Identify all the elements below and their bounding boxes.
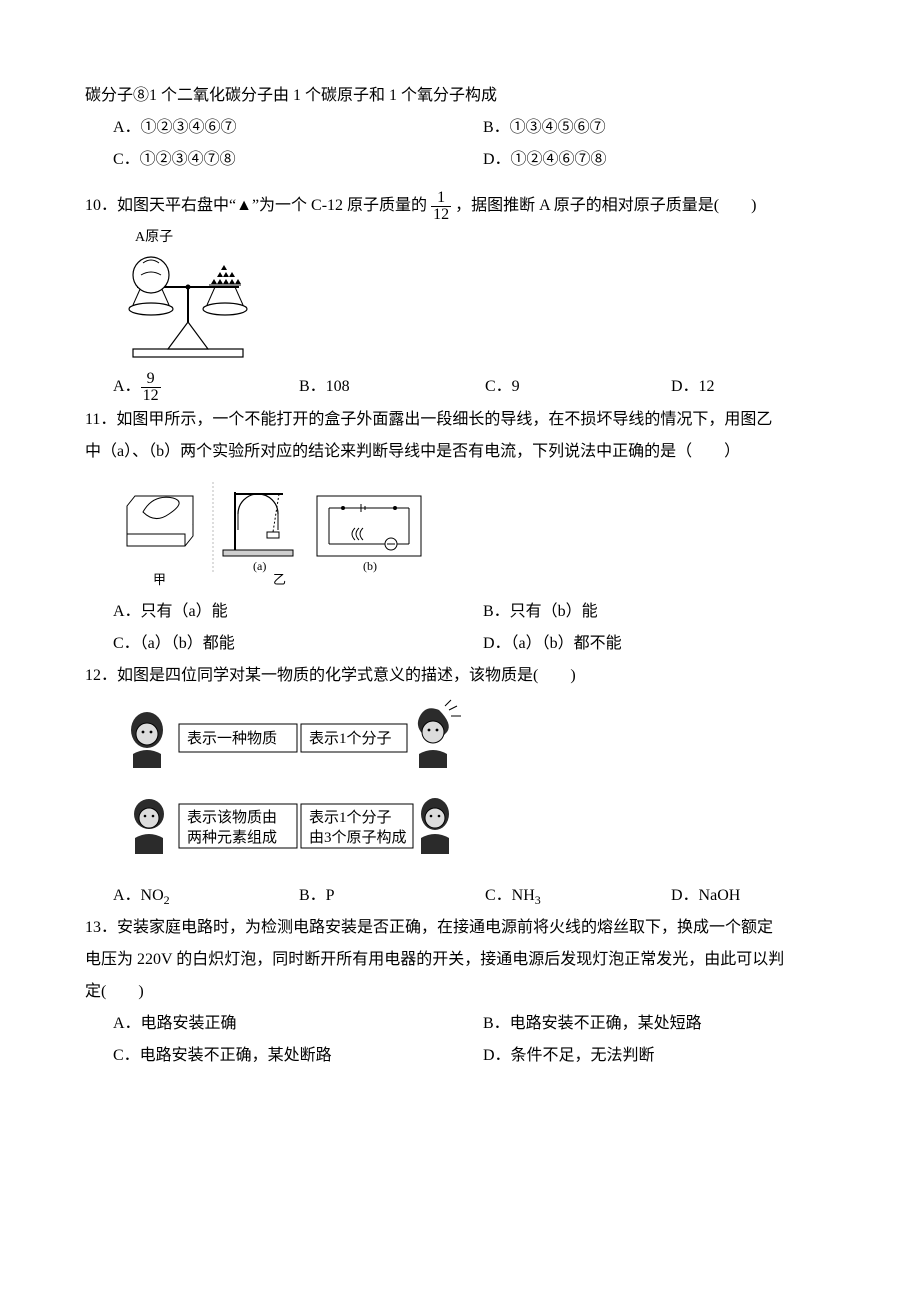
q10-opt-c: C．9 [485,371,671,404]
box-br-text1: 表示1个分子 [309,809,392,826]
q13-opt-d: D．条件不足，无法判断 [483,1040,655,1072]
q10-a-pre: A． [113,378,141,395]
student-tl [131,712,163,768]
b-frame [317,496,421,556]
balance-rstring1 [207,287,215,305]
q12-c-pre: C．NH [485,887,535,904]
q10-a-frac: 912 [141,371,161,404]
q13-opt-b: B．电路安装不正确，某处短路 [483,1008,702,1040]
q10-number: 10． [85,197,117,214]
q12-stem: 12．如图是四位同学对某一物质的化学式意义的描述，该物质是( ) [85,660,835,692]
q13-line2: 电压为 220V 的白炽灯泡，同时断开所有用电器的开关，接通电源后发现灯泡正常发… [85,944,835,976]
q12-text: 如图是四位同学对某一物质的化学式意义的描述，该物质是( ) [117,667,576,684]
box-tl-text: 表示一种物质 [187,730,277,747]
balance-label: A原子 [135,229,173,245]
q9-tail-text: 碳分子⑧1 个二氧化碳分子由 1 个碳原子和 1 个氧分子构成 [85,80,835,112]
a-label: (a) [253,559,266,573]
q13-line3: 定( ) [85,976,835,1008]
q13-opt-a: A．电路安装正确 [113,1008,483,1040]
q13-options-row1: A．电路安装正确 B．电路安装不正确，某处短路 [85,1008,835,1040]
box-br-text2: 由3个原子构成 [309,829,407,846]
box-bl-text2: 两种元素组成 [187,829,277,846]
balance-rstring2 [235,287,243,305]
q9-opt-b: B．①③④⑤⑥⑦ [483,112,606,144]
q12-a-sub: 2 [164,893,170,907]
q11-number: 11． [85,411,116,428]
q11-opt-a: A．只有（a）能 [113,596,483,628]
q11-figure: 甲 (a) 乙 (b) [113,472,835,592]
q10-fraction: 112 [431,190,451,223]
q9-opt-d: D．①②④⑥⑦⑧ [483,144,607,176]
balance-left-pan [129,303,173,315]
q11-text1: 如图甲所示，一个不能打开的盒子外面露出一段细长的导线，在不损坏导线的情况下，用图… [116,411,772,428]
q9-options-row1: A．①②③④⑥⑦ B．①③④⑤⑥⑦ [85,112,835,144]
q12-figure: 表示一种物质 表示1个分子 表示该物质由 两种元素组成 表示1个分子 由3个原子… [113,696,835,876]
balance-triangles [211,265,241,284]
q12-c-sub: 3 [535,893,541,907]
q10-a-den: 12 [141,388,161,404]
q13-opt-c: C．电路安装不正确，某处断路 [113,1040,483,1072]
q10-opt-a: A．912 [113,371,299,404]
q11-options-row2: C．（a）（b）都能 D．（a）（b）都不能 [85,628,835,660]
q10-text-pre: 如图天平右盘中“▲”为一个 C-12 原子质量的 [117,197,431,214]
q12-opt-a: A．NO2 [113,880,299,912]
yi-label: 乙 [273,572,286,587]
a-horseshoe [238,494,278,514]
q10-stem: 10．如图天平右盘中“▲”为一个 C-12 原子质量的 112 ，据图推断 A … [85,190,835,223]
q12-opt-c: C．NH3 [485,880,671,912]
q10-opt-d: D．12 [671,371,857,404]
balance-a-atom [133,257,169,293]
q13-text1: 安装家庭电路时，为检测电路安装是否正确，在接通电源前将火线的熔丝取下，换成一个额… [117,919,773,936]
box-tr-text: 表示1个分子 [309,730,392,747]
q9-opt-c: C．①②③④⑦⑧ [113,144,483,176]
balance-stand [168,322,208,349]
q10-balance-figure: A原子 [113,227,835,367]
q12-opt-d: D．NaOH [671,880,857,912]
b-label: (b) [363,559,377,573]
box-bl-text1: 表示该物质由 [187,809,277,826]
balance-pivot [186,285,191,290]
q11-opt-c: C．（a）（b）都能 [113,628,483,660]
b-node1 [341,506,345,510]
q12-a-pre: A．NO [113,887,164,904]
q12-opt-b: B．P [299,880,485,912]
q13-line1: 13．安装家庭电路时，为检测电路安装是否正确，在接通电源前将火线的熔丝取下，换成… [85,912,835,944]
q11-opt-b: B．只有（b）能 [483,596,598,628]
balance-base [133,349,243,357]
q11-svg: 甲 (a) 乙 (b) [113,472,433,592]
q11-opt-d: D．（a）（b）都不能 [483,628,622,660]
spacer [85,176,835,190]
q13-number: 13． [85,919,117,936]
q10-options-row: A．912 B．108 C．9 D．12 [85,371,835,404]
q9-opt-a: A．①②③④⑥⑦ [113,112,483,144]
student-bl [134,799,164,854]
q10-opt-b: B．108 [299,371,485,404]
q10-frac-den: 12 [431,207,451,223]
q9-options-row2: C．①②③④⑦⑧ D．①②④⑥⑦⑧ [85,144,835,176]
balance-svg: A原子 [113,227,263,367]
balance-right-pan [203,303,247,315]
student-br [421,798,449,854]
a-base [223,550,293,556]
q13-options-row2: C．电路安装不正确，某处断路 D．条件不足，无法判断 [85,1040,835,1072]
q12-options-row: A．NO2 B．P C．NH3 D．NaOH [85,880,835,912]
student-tr [418,700,461,768]
b-node2 [393,506,397,510]
q11-line1: 11．如图甲所示，一个不能打开的盒子外面露出一段细长的导线，在不损坏导线的情况下… [85,404,835,436]
q12-svg: 表示一种物质 表示1个分子 表示该物质由 两种元素组成 表示1个分子 由3个原子… [113,696,493,876]
q11-line2: 中（a）、（b）两个实验所对应的结论来判断导线中是否有电流，下列说法中正确的是（… [85,436,835,468]
q10-text-post: ，据图推断 A 原子的相对原子质量是( ) [451,197,756,214]
q12-number: 12． [85,667,117,684]
q10-frac-num: 1 [431,190,451,207]
q10-a-num: 9 [141,371,161,388]
q11-options-row1: A．只有（a）能 B．只有（b）能 [85,596,835,628]
jia-label: 甲 [153,572,166,587]
a-swing [267,532,279,538]
